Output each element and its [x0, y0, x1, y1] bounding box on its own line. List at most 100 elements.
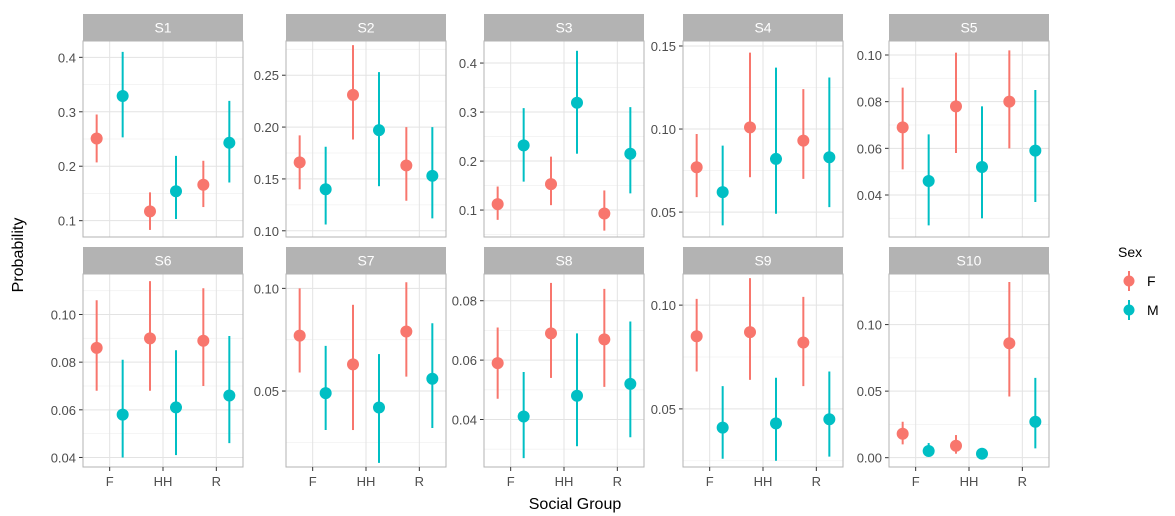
facet-panel-s7: S7 0.05 0.10 F HH R [254, 247, 447, 489]
x-tick-label: F [106, 474, 114, 489]
x-tick-label: F [309, 474, 317, 489]
y-tick-label: 0.04 [51, 450, 76, 465]
y-tick-label: 0.06 [51, 403, 76, 418]
y-tick-label: 0.10 [651, 298, 676, 313]
facet-strip [683, 247, 843, 274]
y-tick-label: 0.10 [51, 308, 76, 323]
point-f [144, 205, 156, 218]
point-f [90, 341, 103, 354]
facet-panel-s6: S6 0.04 0.06 0.08 0.10 F HH R [51, 247, 244, 489]
facet-panel-s2: S2 0.10 0.15 0.20 0.25 [254, 14, 447, 239]
x-tick-label: R [613, 474, 622, 489]
facet-strip-label: S3 [555, 20, 572, 36]
point-m [223, 136, 236, 149]
point-f [347, 88, 359, 101]
x-tick-label: HH [154, 474, 173, 489]
point-m [426, 372, 439, 385]
panel-border [682, 40, 844, 238]
point-m [170, 401, 182, 414]
point-f [896, 121, 909, 134]
facet-panel-s1: S1 0.1 0.2 0.3 0.4 [58, 14, 244, 238]
point-m [976, 161, 988, 173]
point-m [1029, 415, 1042, 428]
point-f [491, 357, 504, 370]
legend-item-F: F [1123, 271, 1156, 291]
y-tick-label: 0.10 [857, 318, 882, 333]
point-f [197, 334, 210, 347]
point-m [517, 410, 530, 423]
point-f [293, 156, 306, 169]
facet-panels: S1 0.1 0.2 0.3 0.4 S2 0.10 0.15 0.20 0.25 S3 0.1 0.2… [51, 14, 1050, 489]
point-f [950, 100, 962, 113]
y-tick-label: 0.10 [254, 281, 279, 296]
panel-border [888, 40, 1050, 238]
y-tick-label: 0.08 [857, 95, 882, 110]
y-tick-label: 0.4 [58, 50, 76, 65]
facet-strip [286, 14, 446, 41]
y-tick-label: 0.1 [459, 203, 477, 218]
point-f [545, 327, 557, 340]
point-m [823, 151, 836, 164]
point-m [223, 389, 236, 402]
facet-strip [286, 247, 446, 274]
y-tick-label: 0.00 [857, 451, 882, 466]
y-tick-label: 0.05 [651, 205, 676, 220]
point-m [976, 447, 988, 460]
point-m [571, 389, 583, 402]
x-tick-label: F [507, 474, 515, 489]
y-tick-label: 0.25 [254, 68, 279, 83]
legend-key-point [1123, 304, 1135, 316]
point-m [426, 169, 439, 182]
x-axis-title: Social Group [529, 496, 622, 513]
y-tick-label: 0.05 [857, 384, 882, 399]
point-f [950, 439, 962, 452]
facet-strip [889, 247, 1049, 274]
x-tick-label: F [912, 474, 920, 489]
point-m [170, 185, 182, 198]
point-m [770, 152, 782, 165]
y-tick-label: 0.05 [254, 384, 279, 399]
y-tick-label: 0.04 [857, 188, 882, 203]
point-f [144, 332, 156, 345]
facet-strip-label: S9 [754, 253, 771, 269]
y-tick-label: 0.3 [58, 105, 76, 120]
point-f [293, 329, 306, 342]
facet-strip [889, 14, 1049, 41]
point-m [624, 147, 637, 160]
point-f [744, 326, 756, 339]
facet-strip-label: S6 [154, 253, 171, 269]
legend: Sex F M [1118, 244, 1159, 320]
y-tick-label: 0.08 [51, 355, 76, 370]
point-m [716, 421, 729, 434]
y-tick-label: 0.3 [459, 105, 477, 120]
x-tick-label: R [1018, 474, 1027, 489]
facet-strip-label: S1 [154, 20, 171, 36]
facet-strip [683, 14, 843, 41]
x-tick-label: R [812, 474, 821, 489]
point-m [517, 139, 530, 152]
facet-strip-label: S8 [555, 253, 572, 269]
y-tick-label: 0.10 [651, 122, 676, 137]
y-tick-label: 0.2 [459, 154, 477, 169]
facet-panel-s10: S10 0.00 0.05 0.10 F HH R [857, 247, 1050, 489]
point-f [690, 161, 703, 174]
point-f [690, 330, 703, 343]
y-tick-label: 0.15 [651, 39, 676, 54]
point-f [545, 178, 557, 191]
x-tick-label: HH [555, 474, 574, 489]
legend-key-point [1123, 275, 1135, 287]
point-m [624, 377, 637, 390]
facet-strip [83, 247, 243, 274]
point-m [716, 186, 729, 199]
point-f [90, 132, 103, 145]
point-f [797, 336, 810, 349]
point-f [491, 198, 504, 211]
y-tick-label: 0.20 [254, 120, 279, 135]
facet-strip-label: S5 [960, 20, 977, 36]
point-m [116, 408, 129, 421]
panel-border [82, 40, 244, 238]
x-tick-label: HH [357, 474, 376, 489]
point-m [1029, 144, 1042, 157]
facet-panel-s8: S8 0.04 0.06 0.08 F HH R [452, 247, 645, 489]
